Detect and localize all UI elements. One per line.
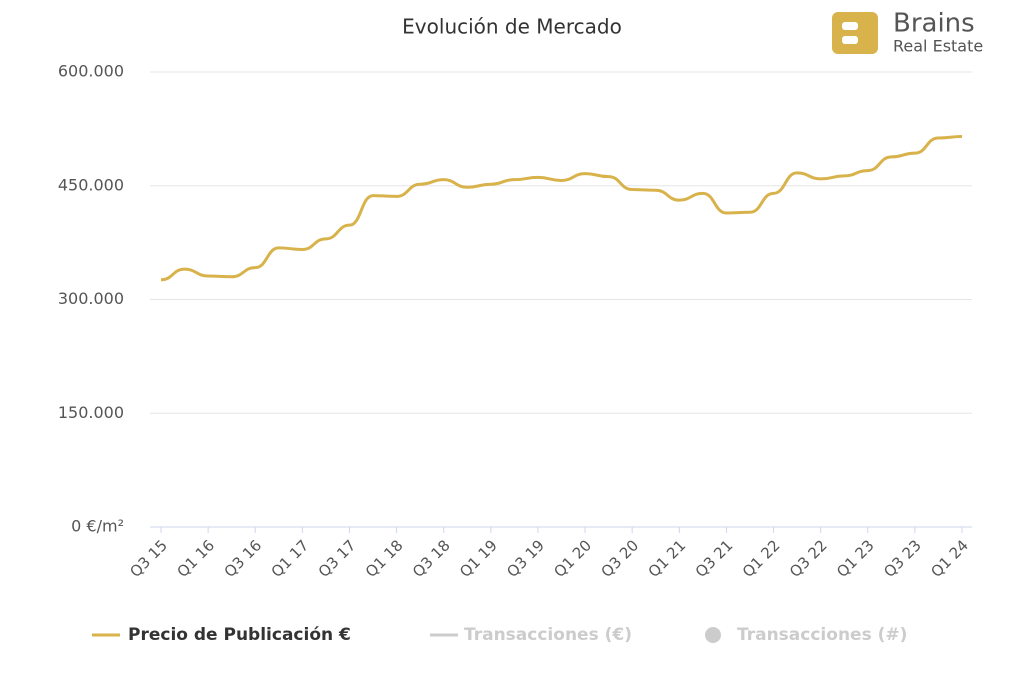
logo-icon <box>832 12 878 54</box>
x-tick-label: Q3 21 <box>692 536 737 581</box>
y-tick-label: 600.000 <box>58 62 124 81</box>
logo: Brains Real Estate <box>832 9 983 56</box>
logo-tagline: Real Estate <box>893 37 983 56</box>
x-tick-label: Q1 20 <box>550 536 595 581</box>
x-tick-label: Q3 15 <box>126 536 171 581</box>
legend-label: Transacciones (€) <box>464 625 632 645</box>
x-tick-label: Q1 22 <box>739 536 784 581</box>
x-tick-label: Q3 16 <box>221 536 266 581</box>
x-tick-label: Q1 21 <box>645 536 690 581</box>
x-tick-label: Q3 22 <box>786 536 831 581</box>
y-tick-label: 450.000 <box>58 175 124 194</box>
logo-icon-part <box>842 36 858 44</box>
x-tick-label: Q3 17 <box>315 536 360 581</box>
x-tick-label: Q3 23 <box>880 536 925 581</box>
legend-swatch <box>705 627 721 643</box>
y-tick-label: 0 €/m² <box>71 517 124 536</box>
x-tick-label: Q1 16 <box>173 536 218 581</box>
chart-title: Evolución de Mercado <box>402 15 622 39</box>
logo-name: Brains <box>893 9 975 39</box>
x-tick-label: Q3 19 <box>503 536 548 581</box>
x-tick-label: Q3 18 <box>409 536 454 581</box>
y-tick-label: 300.000 <box>58 289 124 308</box>
x-tick-label: Q3 20 <box>597 536 642 581</box>
logo-icon-part <box>842 22 858 30</box>
legend-label: Transacciones (#) <box>737 625 907 645</box>
legend-label: Precio de Publicación € <box>128 625 351 645</box>
line-series <box>160 134 963 282</box>
x-tick-label: Q1 17 <box>268 536 313 581</box>
y-tick-label: 150.000 <box>58 403 124 422</box>
x-tick-label: Q1 23 <box>833 536 878 581</box>
x-tick-label: Q1 19 <box>456 536 501 581</box>
x-tick-label: Q1 18 <box>362 536 407 581</box>
x-tick-label: Q1 24 <box>927 536 972 581</box>
